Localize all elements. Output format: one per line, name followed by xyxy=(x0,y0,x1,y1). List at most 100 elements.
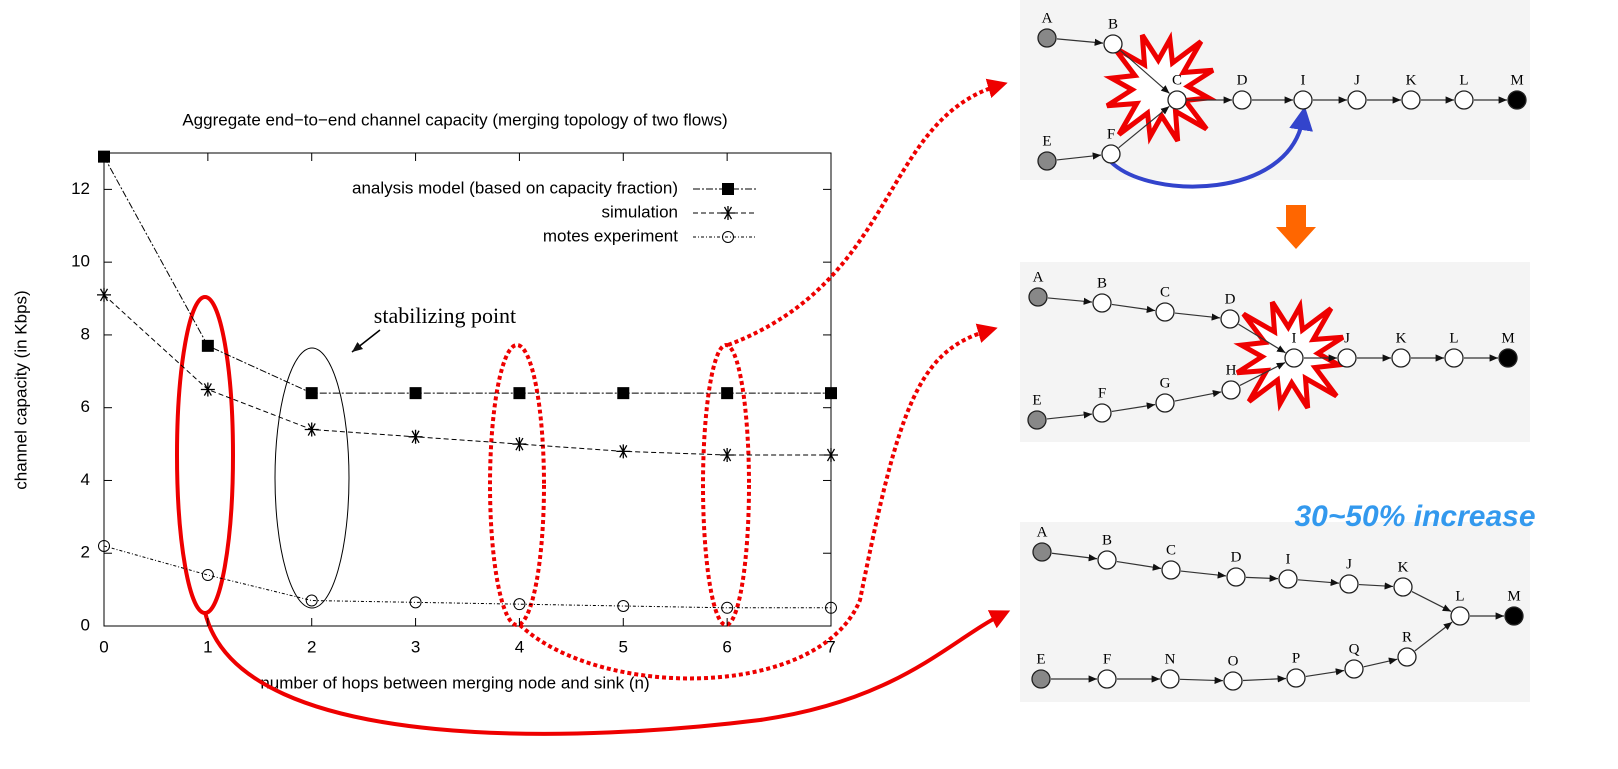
marker xyxy=(512,437,526,451)
y-tick-label: 0 xyxy=(81,615,90,634)
marker xyxy=(722,183,734,195)
marker xyxy=(616,444,630,458)
marker xyxy=(97,288,111,302)
marker xyxy=(513,387,525,399)
node-label: F xyxy=(1098,385,1106,401)
node xyxy=(1161,670,1179,688)
highlight-ellipse xyxy=(490,345,544,625)
callout: 30~50% increase xyxy=(1294,500,1535,533)
marker xyxy=(409,430,423,444)
node-label: N xyxy=(1165,651,1176,667)
node xyxy=(1224,672,1242,690)
marker xyxy=(201,383,215,397)
node xyxy=(1294,91,1312,109)
node-label: I xyxy=(1292,330,1297,346)
node xyxy=(1098,670,1116,688)
chart-title: Aggregate end−to−end channel capacity (m… xyxy=(182,110,727,129)
node xyxy=(1445,349,1463,367)
node xyxy=(1156,394,1174,412)
node xyxy=(1038,29,1056,47)
node-label: L xyxy=(1455,588,1464,604)
node-label: C xyxy=(1166,542,1176,558)
y-tick-label: 8 xyxy=(81,324,90,343)
node xyxy=(1508,91,1526,109)
node-label: J xyxy=(1344,330,1350,346)
node-label: J xyxy=(1346,556,1352,572)
node xyxy=(1028,411,1046,429)
x-tick-label: 4 xyxy=(515,637,524,656)
node xyxy=(1038,152,1056,170)
node xyxy=(1340,575,1358,593)
panel xyxy=(1020,0,1530,180)
x-tick-label: 3 xyxy=(411,637,420,656)
marker xyxy=(721,387,733,399)
node-label: C xyxy=(1172,72,1182,88)
y-tick-label: 2 xyxy=(81,543,90,562)
x-tick-label: 1 xyxy=(203,637,212,656)
node xyxy=(1104,35,1122,53)
node-label: P xyxy=(1292,650,1300,666)
x-tick-label: 2 xyxy=(307,637,316,656)
node-label: K xyxy=(1396,330,1407,346)
node-label: D xyxy=(1225,291,1236,307)
y-tick-label: 6 xyxy=(81,397,90,416)
node xyxy=(1285,349,1303,367)
node xyxy=(1156,303,1174,321)
node-label: D xyxy=(1237,72,1248,88)
marker xyxy=(721,206,735,220)
node-label: H xyxy=(1226,362,1237,378)
x-tick-label: 0 xyxy=(99,637,108,656)
y-tick-label: 10 xyxy=(71,252,90,271)
node-label: A xyxy=(1042,10,1053,26)
node-label: K xyxy=(1398,559,1409,575)
marker xyxy=(306,387,318,399)
node xyxy=(1287,669,1305,687)
node xyxy=(1227,568,1245,586)
annotation: stabilizing point xyxy=(374,303,516,328)
node-label: M xyxy=(1510,72,1523,88)
marker xyxy=(202,340,214,352)
node xyxy=(1345,660,1363,678)
annotation-arrow xyxy=(352,330,380,352)
legend-label: motes experiment xyxy=(543,226,678,245)
node xyxy=(1222,381,1240,399)
node xyxy=(1455,91,1473,109)
legend-label: simulation xyxy=(601,202,678,221)
node-label: E xyxy=(1042,133,1051,149)
marker xyxy=(824,448,838,462)
node xyxy=(1402,91,1420,109)
node xyxy=(1338,349,1356,367)
node xyxy=(1102,145,1120,163)
node-label: A xyxy=(1033,269,1044,285)
x-tick-label: 7 xyxy=(826,637,835,656)
page: Aggregate end−to−end channel capacity (m… xyxy=(0,0,1618,764)
node-label: A xyxy=(1037,524,1048,540)
node xyxy=(1398,648,1416,666)
node xyxy=(1221,310,1239,328)
y-tick-label: 4 xyxy=(81,470,90,489)
node-label: M xyxy=(1501,330,1514,346)
node-label: B xyxy=(1102,532,1112,548)
node-label: F xyxy=(1103,651,1111,667)
node-label: G xyxy=(1160,375,1171,391)
node xyxy=(1093,294,1111,312)
node-label: J xyxy=(1354,72,1360,88)
highlight-ellipse xyxy=(703,345,749,625)
marker xyxy=(98,151,110,163)
node xyxy=(1168,91,1186,109)
y-axis-label: channel capacity (in Kbps) xyxy=(11,290,30,489)
node-label: Q xyxy=(1349,641,1360,657)
node-label: F xyxy=(1107,126,1115,142)
node-label: C xyxy=(1160,284,1170,300)
node xyxy=(1348,91,1366,109)
node xyxy=(1392,349,1410,367)
node xyxy=(1033,543,1051,561)
marker xyxy=(305,423,319,437)
highlight-ellipse xyxy=(275,348,349,608)
node-label: E xyxy=(1032,392,1041,408)
node xyxy=(1394,578,1412,596)
node-label: L xyxy=(1459,72,1468,88)
node xyxy=(1505,607,1523,625)
node-label: I xyxy=(1286,551,1291,567)
x-axis-label: number of hops between merging node and … xyxy=(260,673,649,692)
